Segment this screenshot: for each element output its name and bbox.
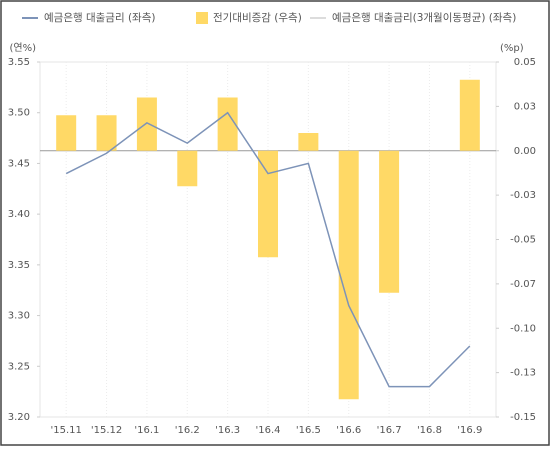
x-tick-label: '16.2 [175,425,200,436]
x-tick-label: '16.5 [296,425,321,436]
y2-tick-label: -0.10 [510,323,536,334]
bar [338,150,359,400]
y2-tick-label: -0.07 [510,279,536,290]
bar [136,97,157,151]
bar [459,79,480,151]
y-tick-label: 3.45 [8,158,30,169]
bar [379,150,400,293]
y-tick-label: 3.35 [8,260,30,271]
bar [177,150,198,187]
x-tick-label: '16.1 [134,425,159,436]
y2-axis-label: (%p) [500,43,524,54]
y2-tick-label: -0.03 [510,190,536,201]
x-tick-label: '16.3 [215,425,240,436]
x-tick-label: '15.12 [91,425,122,436]
line [65,111,471,388]
y-axis-label: (연%) [9,42,36,54]
bar [56,115,77,151]
x-tick-label: '16.7 [377,425,402,436]
x-tick-label: '16.6 [336,425,361,436]
x-tick-label: '16.8 [417,425,442,436]
bar [298,133,319,151]
legend-label: 예금은행 대출금리 (좌측) [44,11,155,24]
y-tick-label: 3.40 [8,209,30,220]
y2-tick-label: -0.13 [510,368,536,379]
bar [217,97,238,151]
x-tick-label: '16.9 [457,425,482,436]
y2-tick-label: 0.03 [514,101,536,112]
y-tick-label: 3.50 [8,108,30,119]
y2-tick-label: -0.05 [510,235,536,246]
legend-label: 예금은행 대출금리(3개월이동평균) (좌측) [332,11,516,24]
legend-swatch [196,12,208,24]
y2-tick-label: 0.05 [514,57,536,68]
x-tick-label: '15.11 [50,425,81,436]
x-tick-label: '16.4 [255,425,280,436]
y2-tick-label: 0.00 [514,146,536,157]
y2-tick-label: -0.15 [510,412,536,423]
y-tick-label: 3.55 [8,57,30,68]
bar [258,150,278,258]
y-tick-label: 3.30 [8,311,30,322]
bar [96,115,117,151]
y-tick-label: 3.25 [8,361,30,372]
y-tick-label: 3.20 [8,412,30,423]
legend-label: 전기대비증감 (우측) [213,12,302,24]
